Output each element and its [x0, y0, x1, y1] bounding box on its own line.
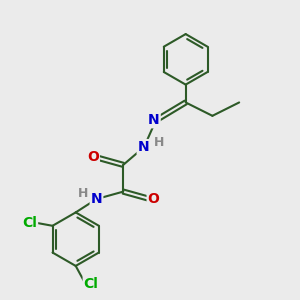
Text: O: O — [148, 192, 160, 206]
Text: N: N — [91, 192, 102, 206]
Text: H: H — [78, 187, 88, 200]
Text: N: N — [138, 140, 149, 154]
Text: Cl: Cl — [84, 277, 99, 291]
Text: O: O — [87, 150, 99, 164]
Text: Cl: Cl — [22, 216, 37, 230]
Text: N: N — [148, 113, 160, 127]
Text: H: H — [154, 136, 164, 149]
